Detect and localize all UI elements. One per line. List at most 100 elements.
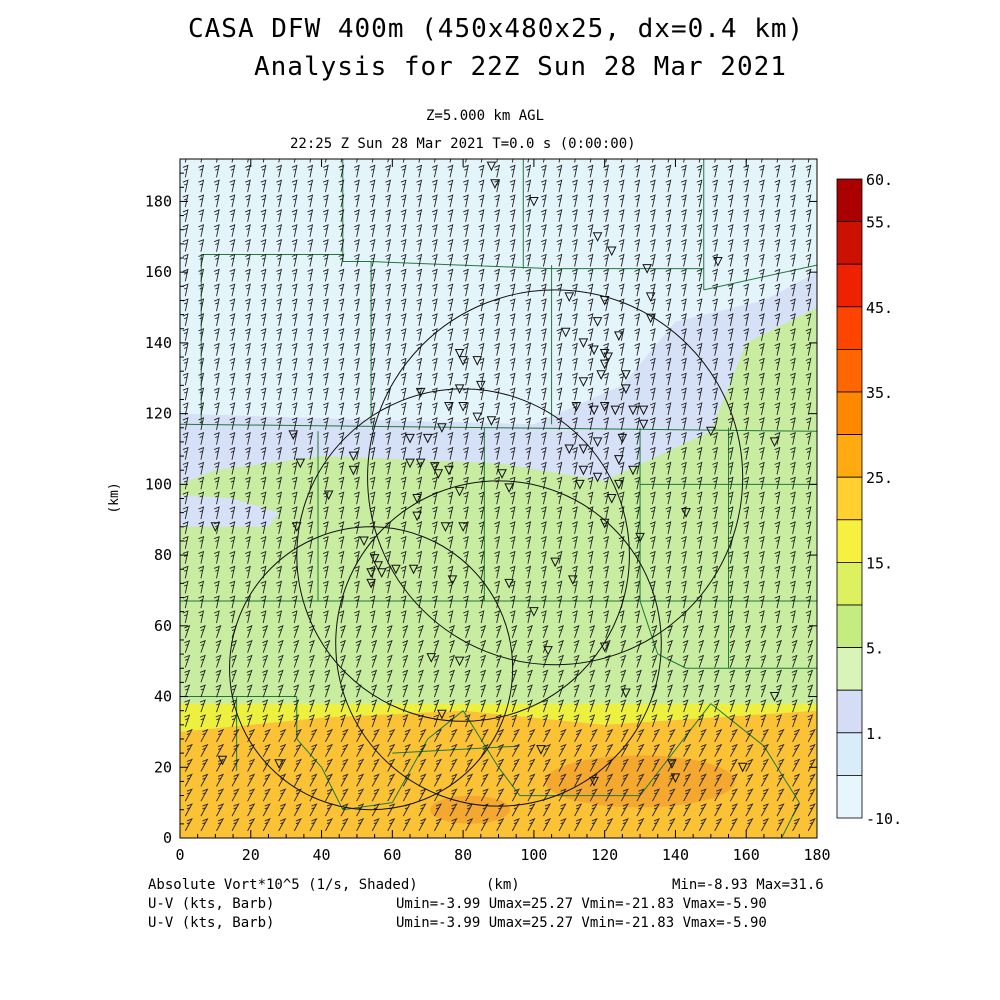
- wind-barb: [696, 179, 703, 193]
- wind-barb: [525, 417, 532, 430]
- station-marker: [578, 338, 589, 349]
- wind-barb: [727, 476, 734, 490]
- wind-barb: [649, 491, 656, 505]
- wind-barb: [682, 699, 689, 713]
- wind-barb: [402, 758, 411, 772]
- x-tick-label: 80: [454, 846, 472, 864]
- wind-barb: [184, 728, 193, 743]
- station-marker: [366, 568, 376, 578]
- wind-barb: [478, 298, 485, 312]
- wind-barb: [635, 625, 642, 638]
- wind-barb: [229, 253, 236, 267]
- wind-barb: [682, 684, 689, 698]
- wind-barb: [369, 164, 376, 178]
- wind-barb: [291, 313, 298, 326]
- wind-barb: [247, 803, 256, 817]
- wind-barb: [618, 461, 625, 475]
- wind-barb: [356, 758, 365, 772]
- wind-barb: [387, 743, 396, 757]
- wind-barb: [213, 610, 220, 624]
- wind-barb: [308, 625, 315, 638]
- wind-barb: [245, 565, 251, 579]
- wind-barb: [649, 253, 656, 267]
- station-marker: [217, 755, 228, 766]
- wind-barb: [712, 595, 719, 609]
- wind-barb: [260, 521, 267, 534]
- wind-barb: [540, 328, 547, 341]
- wind-barb: [322, 476, 329, 490]
- station-marker: [599, 295, 610, 306]
- wind-barb: [774, 209, 781, 222]
- wind-barb: [511, 743, 520, 757]
- colorbar: 60.55.45.35.25.15.5.1.-10.: [836, 171, 902, 828]
- wind-barb: [417, 625, 424, 638]
- wind-barb: [636, 773, 645, 787]
- wind-barb: [634, 253, 641, 267]
- station-marker: [429, 462, 440, 472]
- wind-barb: [681, 431, 687, 445]
- wind-barb: [371, 684, 378, 698]
- wind-barb: [681, 446, 687, 460]
- wind-barb: [291, 224, 298, 237]
- station-marker: [645, 313, 656, 324]
- wind-barb: [322, 461, 329, 475]
- wind-barb: [246, 669, 253, 683]
- wind-barb: [589, 669, 596, 683]
- wind-barb: [480, 639, 487, 653]
- station-marker: [405, 458, 415, 469]
- wind-barb: [509, 224, 516, 237]
- wind-barb: [354, 253, 360, 267]
- wind-barb: [463, 342, 469, 356]
- wind-barb: [712, 446, 719, 460]
- wind-barb: [325, 773, 334, 787]
- wind-barb: [729, 758, 738, 772]
- wind-barb: [478, 179, 485, 193]
- wind-barb: [665, 209, 672, 222]
- wind-barb: [245, 328, 251, 341]
- wind-barb: [727, 446, 734, 460]
- wind-barb: [540, 372, 547, 386]
- wind-barb: [354, 506, 360, 520]
- wind-barb: [526, 669, 533, 683]
- county-boundary: [392, 745, 520, 754]
- wind-barb: [572, 417, 578, 430]
- station-marker: [589, 345, 599, 356]
- wind-barb: [400, 179, 407, 193]
- wind-barb: [260, 506, 267, 520]
- wind-barb: [213, 446, 220, 460]
- wind-barb: [447, 164, 454, 178]
- wind-barb: [556, 164, 563, 178]
- wind-barb: [354, 298, 360, 312]
- station-marker: [568, 575, 578, 585]
- wind-barb: [649, 194, 656, 208]
- wind-barb: [542, 699, 549, 713]
- wind-barb: [416, 224, 423, 237]
- wind-barb: [369, 565, 376, 579]
- wind-barb: [494, 268, 501, 282]
- wind-barb: [447, 283, 454, 297]
- wind-barb: [558, 818, 567, 832]
- wind-barb: [386, 654, 393, 668]
- wind-barb: [649, 402, 656, 416]
- wind-barb: [182, 610, 189, 624]
- wind-barb: [307, 550, 314, 564]
- wind-barb: [400, 268, 407, 282]
- wind-barb: [727, 298, 734, 312]
- footer-barb-stats-2: Umin=-3.99 Umax=25.27 Vmin=-21.83 Vmax=-…: [396, 915, 767, 931]
- wind-barb: [681, 179, 687, 193]
- wind-barb: [758, 209, 765, 222]
- wind-barb: [774, 610, 781, 624]
- station-marker: [599, 402, 610, 412]
- wind-barb: [480, 625, 487, 638]
- wind-barb: [369, 179, 376, 193]
- station-marker: [454, 384, 465, 394]
- wind-barb: [182, 224, 189, 237]
- wind-barb: [665, 595, 672, 609]
- wind-barb: [634, 446, 641, 460]
- wind-barb: [495, 684, 502, 698]
- wind-barb: [216, 758, 225, 772]
- wind-barb: [634, 565, 641, 579]
- wind-barb: [478, 224, 485, 237]
- wind-barb: [527, 743, 536, 757]
- wind-barb: [649, 209, 656, 222]
